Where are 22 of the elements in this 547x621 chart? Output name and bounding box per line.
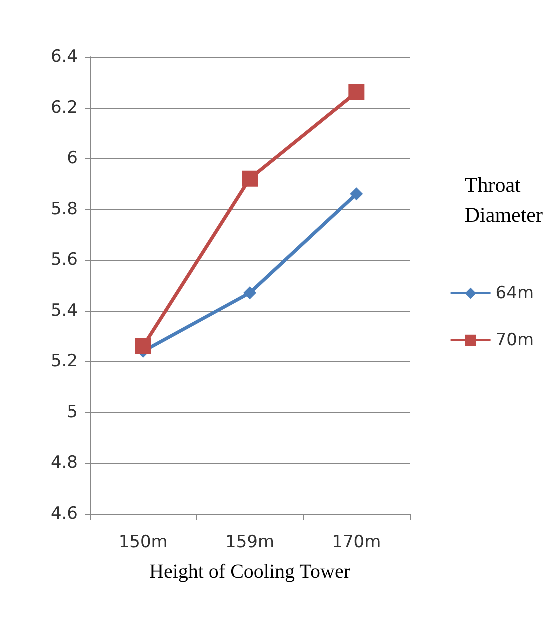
y-tick-label: 6.2 — [50, 98, 78, 118]
y-tick-label: 5.8 — [50, 199, 78, 220]
x-tick-label: 159m — [225, 532, 275, 552]
y-tick-label: 6.4 — [50, 47, 78, 67]
point — [244, 286, 256, 300]
y-tick-label: 5.2 — [50, 352, 78, 372]
y-tick-label: 4.6 — [50, 504, 78, 524]
point — [135, 338, 152, 354]
point — [350, 188, 364, 201]
y-tick-label: 5.6 — [50, 250, 78, 270]
y-tick-label: 4.8 — [50, 453, 78, 474]
legend-title: Throat Diameter — [464, 173, 544, 227]
x-tick-label: 150m — [118, 532, 168, 552]
point — [242, 170, 258, 187]
point — [348, 84, 365, 101]
legend-label: 70m — [496, 330, 534, 350]
legend-label: 64m — [496, 284, 534, 304]
x-axis-title: Height of Cooling Tower — [150, 561, 351, 583]
x-tick-label: 170m — [332, 532, 382, 552]
y-tick-label: 6 — [67, 148, 78, 169]
y-tick-label: 5.4 — [50, 300, 78, 321]
y-tick-label: 5 — [67, 402, 78, 422]
